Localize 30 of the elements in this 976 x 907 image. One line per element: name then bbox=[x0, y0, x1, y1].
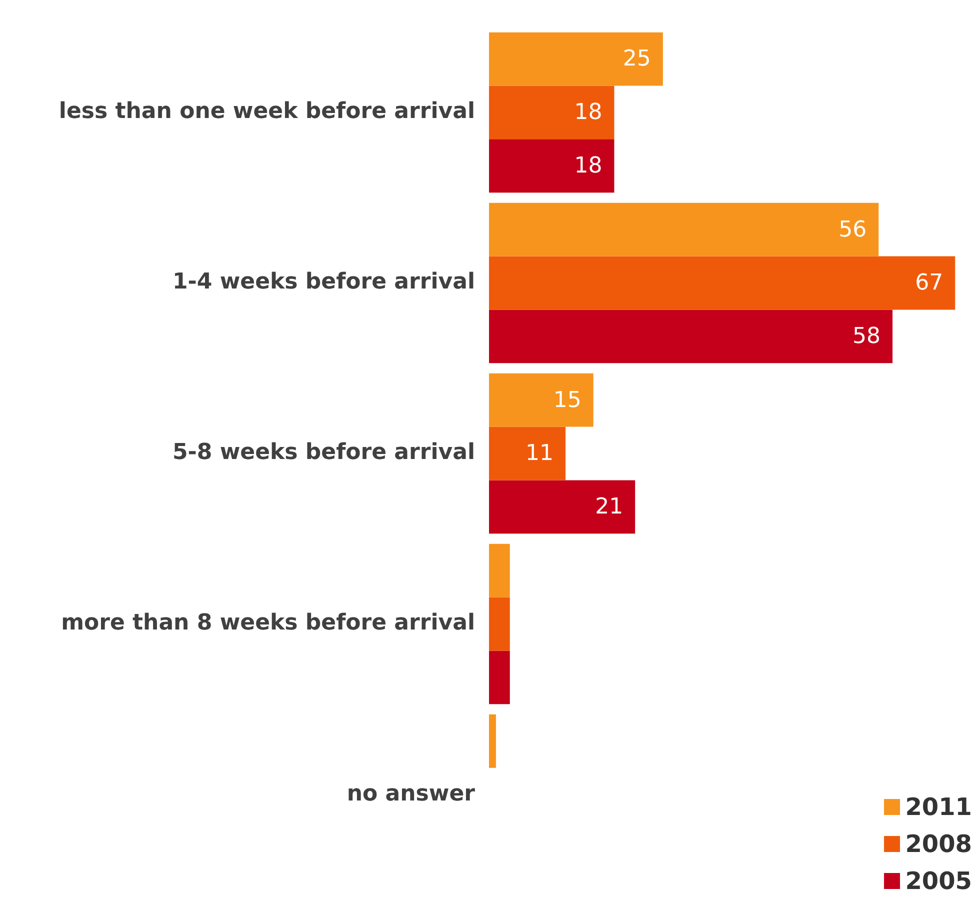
bar bbox=[489, 544, 510, 598]
bar bbox=[489, 597, 510, 651]
y-tick-label: less than one week before arrival bbox=[58, 99, 475, 124]
legend-label: 2011 bbox=[905, 792, 972, 820]
bar bbox=[489, 202, 879, 256]
bar bbox=[489, 256, 956, 310]
bar bbox=[489, 714, 496, 768]
data-label: 25 bbox=[622, 46, 651, 72]
data-label: 56 bbox=[838, 217, 867, 242]
bar bbox=[489, 139, 614, 193]
data-label: 21 bbox=[595, 494, 624, 520]
bar bbox=[489, 480, 636, 534]
y-tick-label: more than 8 weeks before arrival bbox=[61, 610, 475, 636]
y-tick-label: 1-4 weeks before arrival bbox=[172, 270, 475, 295]
data-label: 67 bbox=[915, 270, 944, 296]
bar bbox=[489, 86, 614, 140]
data-label: 11 bbox=[526, 441, 554, 466]
data-label: 18 bbox=[574, 154, 602, 179]
bar bbox=[489, 310, 893, 364]
bar bbox=[489, 650, 510, 704]
bar bbox=[489, 426, 566, 480]
data-label: 15 bbox=[553, 388, 582, 413]
y-tick-label: 5-8 weeks before arrival bbox=[172, 440, 475, 466]
legend-label: 2005 bbox=[905, 866, 972, 894]
bar bbox=[489, 32, 663, 86]
data-label: 18 bbox=[574, 100, 602, 126]
bar bbox=[489, 373, 594, 427]
legend-label: 2008 bbox=[905, 830, 972, 858]
y-tick-label: no answer bbox=[346, 781, 476, 806]
data-label: 58 bbox=[852, 324, 881, 350]
